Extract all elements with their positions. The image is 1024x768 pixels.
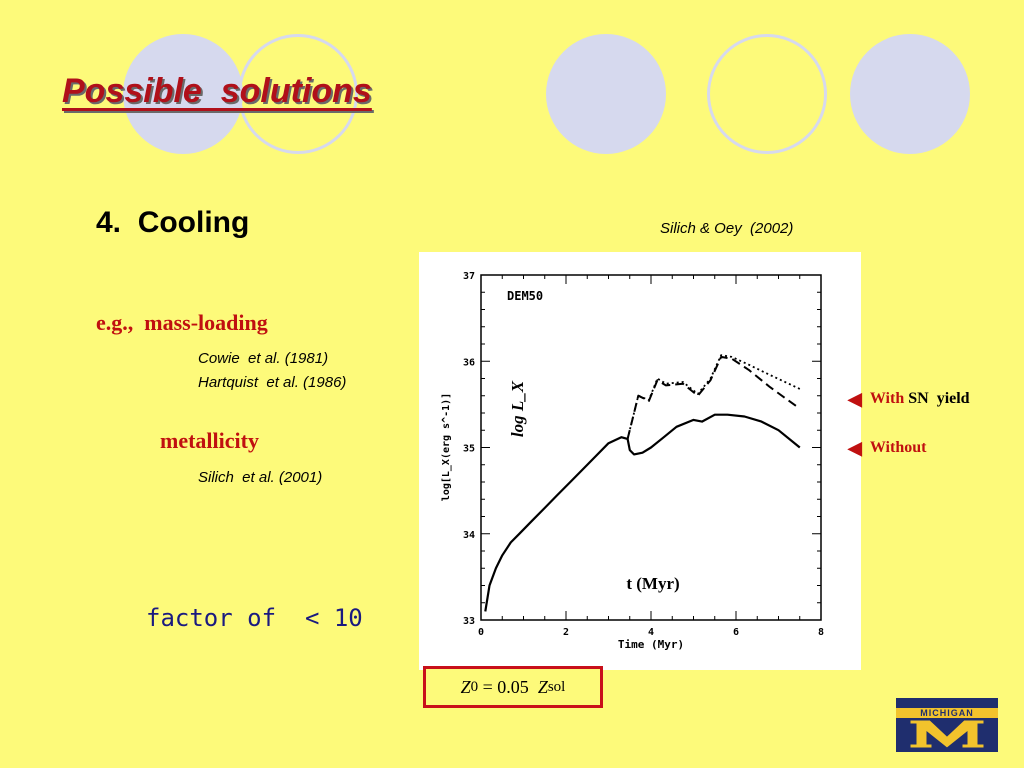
zsol-symbol: Z <box>537 676 548 697</box>
y-tick-label: 34 <box>463 530 475 541</box>
slide-title: Possible solutions <box>62 72 372 110</box>
x-tick-label: 0 <box>478 627 484 638</box>
figure-citation: Silich & Oey (2002) <box>660 220 794 237</box>
factor-text: factor of < 10 <box>146 604 363 632</box>
plot-panel: 0 2 4 6 8 33 34 35 36 37 DEM50 Time (Myr) log[L_X… <box>419 252 861 670</box>
block-m-icon <box>909 719 985 749</box>
decor-circle <box>546 34 666 154</box>
metallicity-label: metallicity <box>160 428 259 453</box>
y-tick-label: 36 <box>463 357 475 368</box>
decor-ring <box>238 34 358 154</box>
y-axis-label: log[L_X(erg s^-1)] <box>441 393 452 501</box>
series-line-dashed <box>626 355 801 440</box>
legend-label-red: Without <box>869 439 927 456</box>
decor-circle <box>123 34 243 154</box>
reference-item: Silich et al. (2001) <box>198 469 323 486</box>
series-group <box>484 354 801 612</box>
section-heading: 4. Cooling <box>96 206 250 239</box>
decor-ring <box>707 34 827 154</box>
series-line-solid <box>484 413 801 612</box>
y-tick-label: 33 <box>463 616 475 627</box>
axis-ticks: 0 2 4 6 8 33 34 35 36 37 <box>463 271 824 638</box>
z-equals: = 0.05 <box>478 676 538 697</box>
y-tick-label: 35 <box>463 444 475 455</box>
reference-item: Hartquist et al. (1986) <box>198 374 347 391</box>
legend-label-black: SN yield <box>904 390 970 407</box>
legend-label-red: With <box>869 390 905 407</box>
chart-svg: 0 2 4 6 8 33 34 35 36 37 DEM50 Time (Myr) log[L_X… <box>441 271 824 651</box>
michigan-logo: MICHIGAN <box>896 698 998 752</box>
y-tick-label: 37 <box>463 271 475 282</box>
decor-circle <box>850 34 970 154</box>
x-tick-label: 4 <box>648 627 654 638</box>
x-tick-label: 8 <box>818 627 824 638</box>
legend-with-sn: ◀ With SN yield <box>848 390 970 408</box>
x-tick-label: 2 <box>563 627 569 638</box>
logo-text: MICHIGAN <box>896 708 998 718</box>
x-axis-label: Time (Myr) <box>618 638 684 651</box>
zsol-subscript: sol <box>547 678 566 695</box>
z0-subscript: 0 <box>470 678 479 695</box>
arrow-left-icon: ◀ <box>848 438 862 458</box>
z0-symbol: Z <box>460 676 471 697</box>
arrow-left-icon: ◀ <box>848 389 862 409</box>
overlay-y-label: log L_X <box>508 380 527 437</box>
chart-title: DEM50 <box>507 289 543 303</box>
example-label: e.g., mass-loading <box>96 310 268 335</box>
legend-without-sn: ◀ Without <box>848 439 926 457</box>
series-line-dotted <box>626 354 801 440</box>
reference-item: Cowie et al. (1981) <box>198 350 329 367</box>
x-tick-label: 6 <box>733 627 739 638</box>
overlay-x-label: t (Myr) <box>626 574 679 593</box>
